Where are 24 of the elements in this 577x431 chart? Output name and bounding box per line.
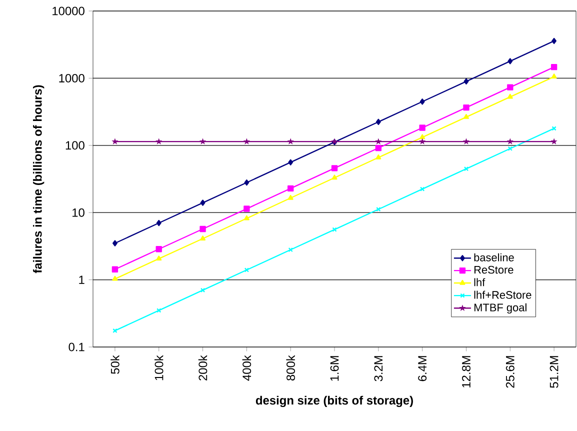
legend-label: baseline [474,253,514,262]
x-tick-label: 400k [242,355,252,381]
legend-label: lhf [474,278,486,286]
x-tick-label: 100k [154,355,164,380]
y-tick-label: 10000 [52,6,84,16]
x-axis-title: design size (bits of storage) [256,396,413,408]
x-tick-label: 25.6M [506,356,514,388]
y-tick-label: 0.1 [68,342,84,352]
x-tick-label: 800k [286,355,295,381]
x-tick-label: 3.2M [374,356,383,382]
y-tick-label: 100 [66,141,84,150]
y-tick-label: 1000 [59,74,84,82]
legend-label: lhf+ReStore [474,290,532,299]
x-tick-label: 50k [110,355,120,374]
y-tick-label: 10 [72,208,84,217]
y-tick-label: 1 [79,276,84,284]
y-axis-title: failures in time (billions of hours) [33,85,44,274]
x-tick-label: 1.6M [330,356,339,381]
x-tick-label: 200k [198,355,208,380]
legend-label: MTBF goal [474,303,526,314]
legend-label: ReStore [474,266,514,274]
x-tick-label: 51.2M [550,356,558,388]
x-tick-label: 12.8M [462,356,470,388]
x-tick-label: 6.4M [418,356,427,382]
